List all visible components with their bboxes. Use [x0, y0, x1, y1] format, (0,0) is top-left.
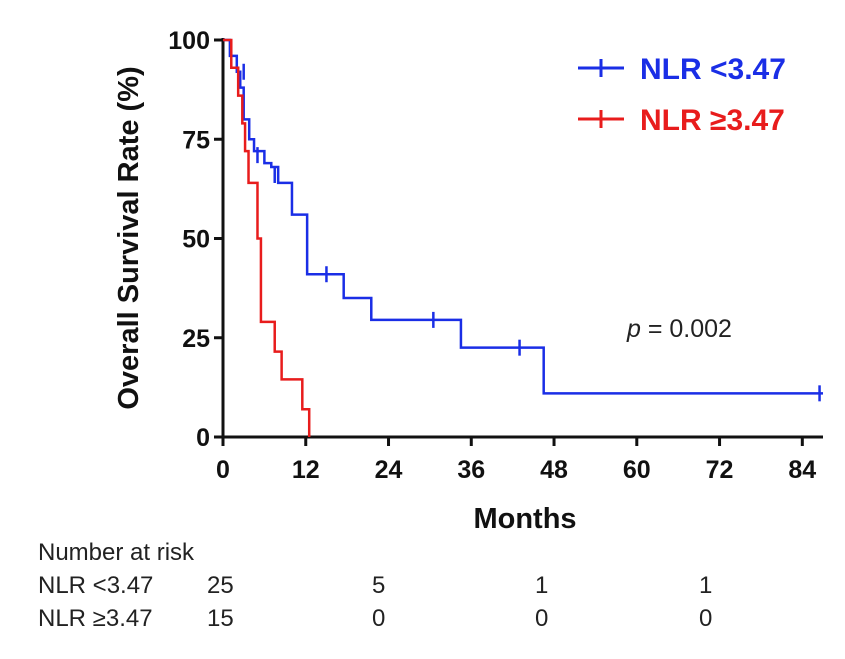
risk-value: 0 [535, 605, 549, 632]
legend-label-nlr-high: NLR ≥3.47 [640, 104, 785, 137]
axes: 0 25 50 75 100 0 12 24 36 48 60 72 84 [168, 27, 823, 484]
x-tick-label: 36 [457, 456, 485, 484]
x-tick-label: 72 [706, 456, 734, 484]
y-tick-label: 50 [182, 226, 210, 254]
legend: NLR <3.47 NLR ≥3.47 [578, 53, 786, 137]
x-tick-label: 12 [292, 456, 320, 484]
p-symbol: p [626, 315, 641, 343]
risk-value: 15 [207, 605, 234, 632]
risk-value: 1 [535, 572, 549, 599]
x-tick-label: 0 [216, 456, 230, 484]
legend-label-nlr-low: NLR <3.47 [640, 53, 786, 86]
p-value-annotation: p = 0.002 [626, 315, 732, 343]
y-tick-label: 100 [168, 27, 210, 55]
risk-value: 0 [699, 605, 713, 632]
p-value-text: = 0.002 [641, 315, 732, 343]
risk-row-label: NLR <3.47 [38, 572, 154, 599]
risk-value: 1 [699, 572, 713, 599]
risk-value: 5 [372, 572, 386, 599]
risk-value: 25 [207, 572, 234, 599]
y-tick-label: 0 [196, 424, 210, 452]
x-tick-label: 24 [375, 456, 403, 484]
y-axis-label: Overall Survival Rate (%) [113, 66, 145, 409]
survival-curve-nlr-high [223, 38, 311, 437]
y-tick-label: 75 [182, 126, 210, 154]
series-layer [223, 38, 823, 437]
y-tick-label: 25 [182, 325, 210, 353]
risk-row-label: NLR ≥3.47 [38, 605, 153, 632]
risk-table-title: Number at risk [38, 539, 195, 566]
x-tick-label: 60 [623, 456, 651, 484]
survival-curve-nlr-low [223, 38, 823, 395]
x-tick-label: 48 [540, 456, 568, 484]
risk-value: 0 [372, 605, 386, 632]
x-tick-label: 84 [788, 456, 816, 484]
x-axis-label: Months [473, 503, 576, 535]
